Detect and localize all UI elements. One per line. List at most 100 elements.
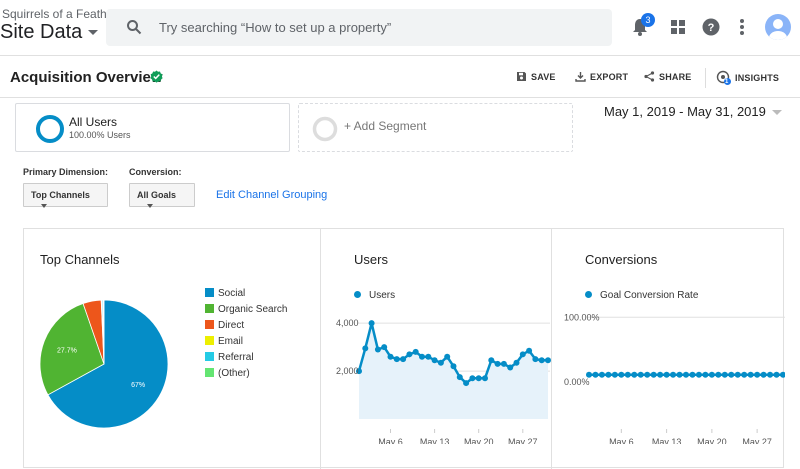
data-point xyxy=(683,371,689,378)
pie-slice-label: 67% xyxy=(131,382,145,389)
data-point xyxy=(513,359,520,366)
conversions-line-chart[interactable]: 100.00% 0.00% May 6 May 13 May 20 May 27 xyxy=(552,304,785,444)
legend-item[interactable]: Email xyxy=(205,336,243,347)
share-icon xyxy=(644,71,655,82)
x-tick-label: May 13 xyxy=(420,437,450,444)
users-area-chart[interactable]: 4,000 2,000 May 6 May 13 May 20 May 27 xyxy=(321,304,552,444)
legend-label: Direct xyxy=(218,320,245,331)
users-title: Users xyxy=(354,252,388,267)
download-icon xyxy=(575,72,586,82)
data-point xyxy=(773,371,780,378)
legend-swatch xyxy=(205,304,214,313)
data-point xyxy=(618,371,625,378)
more-vert-icon[interactable] xyxy=(731,16,753,38)
x-tick-label: May 6 xyxy=(378,437,403,444)
conversion-label: Conversion: xyxy=(129,167,182,177)
top-channels-pie-chart[interactable]: 67% 27.7% xyxy=(24,284,204,444)
segment-name: All Users xyxy=(69,115,118,129)
x-tick-label: May 27 xyxy=(742,437,772,444)
data-point xyxy=(545,357,551,364)
data-point xyxy=(715,371,722,378)
chevron-down-icon xyxy=(88,30,99,36)
data-point xyxy=(592,371,599,378)
legend-swatch xyxy=(205,368,214,377)
data-point xyxy=(500,360,507,367)
avatar[interactable] xyxy=(765,14,791,40)
y-tick-label: 0.00% xyxy=(564,377,590,387)
legend-swatch xyxy=(205,352,214,361)
data-point xyxy=(637,371,644,378)
data-point xyxy=(598,371,605,378)
data-point xyxy=(538,357,545,364)
notification-badge: 3 xyxy=(641,13,655,27)
data-point xyxy=(624,371,631,378)
data-point xyxy=(676,371,683,378)
data-point xyxy=(650,371,657,378)
primary-dimension-select[interactable]: Top Channels xyxy=(23,183,108,208)
data-point xyxy=(381,344,388,351)
data-point xyxy=(747,371,754,378)
data-point xyxy=(611,371,618,378)
insights-label: INSIGHTS xyxy=(735,72,780,83)
legend-item[interactable]: Direct xyxy=(205,320,244,331)
add-segment-button[interactable]: + Add Segment xyxy=(298,103,573,152)
pie-slice-label: 27.7% xyxy=(57,348,77,355)
data-point xyxy=(393,356,400,363)
conversions-series-label: Goal Conversion Rate xyxy=(585,290,698,301)
top-channels-card: Top Channels 67% 27.7% Social Organic Sear… xyxy=(24,229,321,469)
y-tick-label: 4,000 xyxy=(336,318,359,328)
save-button[interactable]: SAVE xyxy=(516,72,556,82)
conversions-series-name: Goal Conversion Rate xyxy=(600,290,699,301)
legend-item[interactable]: Referral xyxy=(205,352,254,363)
legend-item[interactable]: (Other) xyxy=(205,368,250,379)
data-point xyxy=(482,375,488,382)
data-point xyxy=(663,371,670,378)
legend-item[interactable]: Organic Search xyxy=(205,304,287,315)
data-point xyxy=(400,356,407,363)
toolbar-divider xyxy=(705,68,706,88)
data-point xyxy=(450,363,457,370)
data-point xyxy=(605,371,612,378)
legend-label: Email xyxy=(218,336,244,347)
users-series-label: Users xyxy=(354,290,395,301)
apps-grid-icon[interactable] xyxy=(667,16,689,38)
data-point xyxy=(406,351,413,358)
property-name: Site Data xyxy=(0,21,83,43)
legend-swatch xyxy=(205,288,214,297)
legend-item[interactable]: Social xyxy=(205,288,245,299)
x-tick-label: May 27 xyxy=(508,437,538,444)
conversions-title: Conversions xyxy=(585,252,658,267)
conversion-select[interactable]: All Goals xyxy=(129,183,195,208)
insights-button[interactable]: INSIGHTS xyxy=(716,70,780,85)
data-point xyxy=(526,347,533,354)
data-point xyxy=(362,345,369,352)
data-point xyxy=(741,371,748,378)
data-point xyxy=(780,371,785,378)
series-dot-icon xyxy=(585,291,592,298)
insights-badge: 1 xyxy=(725,79,729,85)
share-button[interactable]: SHARE xyxy=(644,71,692,82)
data-point xyxy=(494,360,501,367)
export-button[interactable]: EXPORT xyxy=(575,72,628,82)
account-name[interactable]: Squirrels of a Feather xyxy=(2,7,118,21)
top-channels-title: Top Channels xyxy=(40,252,120,267)
pie-slice-social xyxy=(47,299,169,429)
date-range-picker[interactable]: May 1, 2019 - May 31, 2019 xyxy=(604,104,782,119)
y-tick-label: 2,000 xyxy=(336,366,359,376)
segment-all-users[interactable]: All Users 100.00% Users xyxy=(15,103,290,152)
data-point xyxy=(374,346,381,353)
legend-label: (Other) xyxy=(218,368,250,379)
verified-check-icon xyxy=(150,70,163,83)
data-point xyxy=(469,375,476,382)
property-selector[interactable]: Site Data xyxy=(0,21,99,44)
data-point xyxy=(708,371,715,378)
data-point xyxy=(644,371,651,378)
x-tick-label: May 13 xyxy=(652,437,682,444)
data-point xyxy=(356,368,362,375)
legend-swatch xyxy=(205,320,214,329)
search-bar[interactable]: Try searching “How to set up a property” xyxy=(106,9,612,46)
data-point xyxy=(463,380,470,387)
data-point xyxy=(670,371,677,378)
edit-channel-grouping-link[interactable]: Edit Channel Grouping xyxy=(216,189,328,201)
help-icon[interactable]: ? xyxy=(700,16,722,38)
